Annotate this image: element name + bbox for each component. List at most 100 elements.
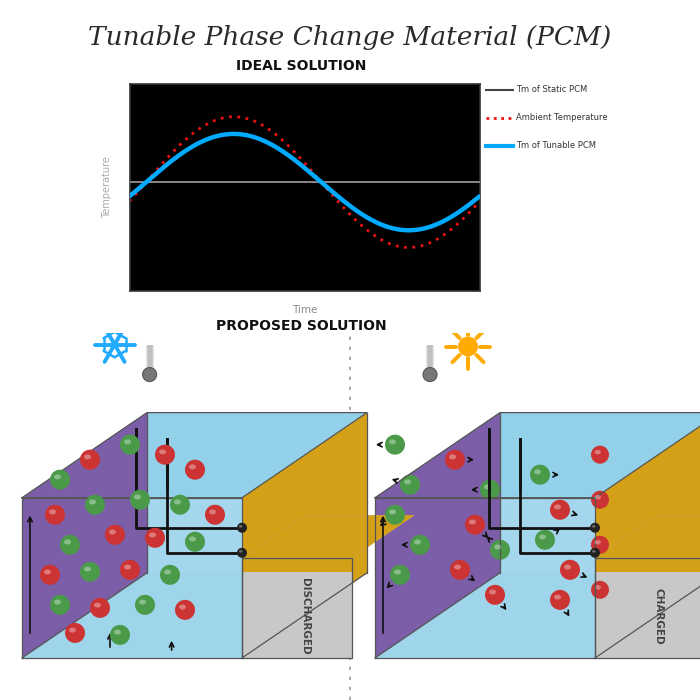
Ellipse shape bbox=[60, 535, 80, 555]
Ellipse shape bbox=[90, 598, 110, 618]
Text: Ambient Temperature: Ambient Temperature bbox=[516, 113, 608, 122]
Text: Tm of Tunable PCM: Tm of Tunable PCM bbox=[516, 141, 596, 150]
Circle shape bbox=[458, 337, 477, 356]
Ellipse shape bbox=[400, 475, 420, 495]
Ellipse shape bbox=[590, 548, 600, 558]
Ellipse shape bbox=[494, 545, 501, 550]
Polygon shape bbox=[147, 412, 367, 573]
Ellipse shape bbox=[89, 499, 96, 505]
Ellipse shape bbox=[554, 505, 561, 510]
Ellipse shape bbox=[209, 510, 216, 514]
Ellipse shape bbox=[45, 505, 65, 525]
Ellipse shape bbox=[449, 454, 456, 459]
Ellipse shape bbox=[159, 449, 166, 454]
Ellipse shape bbox=[149, 533, 156, 538]
Ellipse shape bbox=[535, 530, 555, 550]
Ellipse shape bbox=[465, 514, 485, 535]
Ellipse shape bbox=[124, 564, 131, 570]
Ellipse shape bbox=[591, 491, 609, 509]
Ellipse shape bbox=[174, 499, 181, 505]
Ellipse shape bbox=[40, 565, 60, 584]
Ellipse shape bbox=[130, 490, 150, 510]
Ellipse shape bbox=[189, 536, 196, 542]
Ellipse shape bbox=[49, 510, 56, 514]
Ellipse shape bbox=[205, 505, 225, 525]
Ellipse shape bbox=[110, 625, 130, 645]
Ellipse shape bbox=[385, 435, 405, 455]
Polygon shape bbox=[595, 515, 700, 558]
Polygon shape bbox=[595, 558, 700, 658]
Ellipse shape bbox=[135, 595, 155, 615]
Ellipse shape bbox=[44, 570, 51, 575]
Ellipse shape bbox=[109, 529, 116, 535]
Ellipse shape bbox=[160, 565, 180, 584]
Ellipse shape bbox=[54, 475, 61, 480]
Ellipse shape bbox=[484, 484, 491, 489]
Polygon shape bbox=[500, 412, 700, 573]
Ellipse shape bbox=[554, 594, 561, 600]
Ellipse shape bbox=[84, 454, 91, 459]
Polygon shape bbox=[22, 412, 367, 498]
Circle shape bbox=[143, 368, 157, 382]
Ellipse shape bbox=[105, 525, 125, 545]
Ellipse shape bbox=[80, 562, 100, 582]
Ellipse shape bbox=[592, 550, 596, 552]
Ellipse shape bbox=[489, 589, 496, 594]
Text: PROPOSED SOLUTION: PROPOSED SOLUTION bbox=[216, 318, 386, 332]
Ellipse shape bbox=[50, 595, 70, 615]
Ellipse shape bbox=[50, 470, 70, 490]
Ellipse shape bbox=[480, 480, 500, 500]
Ellipse shape bbox=[591, 581, 609, 599]
Ellipse shape bbox=[145, 528, 165, 548]
Text: CHARGED: CHARGED bbox=[653, 587, 663, 644]
Ellipse shape bbox=[237, 523, 247, 533]
Text: DISCHARGED: DISCHARGED bbox=[300, 578, 310, 655]
Ellipse shape bbox=[594, 540, 601, 545]
Text: Tunable Phase Change Material (PCM): Tunable Phase Change Material (PCM) bbox=[88, 25, 612, 50]
Ellipse shape bbox=[85, 495, 105, 514]
Ellipse shape bbox=[164, 570, 171, 575]
Polygon shape bbox=[22, 498, 242, 658]
Ellipse shape bbox=[94, 603, 101, 608]
Ellipse shape bbox=[84, 566, 91, 571]
Ellipse shape bbox=[139, 600, 146, 605]
Ellipse shape bbox=[179, 605, 186, 610]
Ellipse shape bbox=[80, 449, 100, 470]
Ellipse shape bbox=[239, 525, 242, 528]
Ellipse shape bbox=[550, 590, 570, 610]
Polygon shape bbox=[375, 498, 595, 658]
Ellipse shape bbox=[590, 523, 600, 533]
Polygon shape bbox=[375, 412, 500, 658]
Text: Tm of Static PCM: Tm of Static PCM bbox=[516, 85, 587, 94]
Polygon shape bbox=[22, 573, 367, 658]
Polygon shape bbox=[595, 558, 700, 572]
Polygon shape bbox=[242, 558, 352, 572]
Ellipse shape bbox=[185, 532, 205, 552]
Polygon shape bbox=[242, 558, 352, 658]
Ellipse shape bbox=[65, 623, 85, 643]
Ellipse shape bbox=[410, 535, 430, 555]
Ellipse shape bbox=[490, 540, 510, 560]
Polygon shape bbox=[242, 515, 414, 558]
Ellipse shape bbox=[389, 440, 396, 444]
Ellipse shape bbox=[385, 505, 405, 525]
Circle shape bbox=[423, 368, 437, 382]
Polygon shape bbox=[595, 515, 700, 558]
Ellipse shape bbox=[469, 519, 476, 524]
Ellipse shape bbox=[485, 584, 505, 605]
Ellipse shape bbox=[175, 600, 195, 620]
Ellipse shape bbox=[594, 585, 601, 589]
Ellipse shape bbox=[120, 560, 140, 580]
Ellipse shape bbox=[134, 494, 141, 499]
Ellipse shape bbox=[539, 535, 546, 540]
Text: IDEAL SOLUTION: IDEAL SOLUTION bbox=[236, 60, 366, 74]
Ellipse shape bbox=[445, 449, 465, 470]
Ellipse shape bbox=[114, 629, 121, 635]
Ellipse shape bbox=[414, 540, 421, 545]
Ellipse shape bbox=[394, 570, 401, 575]
Ellipse shape bbox=[389, 510, 396, 514]
Polygon shape bbox=[375, 412, 700, 498]
Ellipse shape bbox=[594, 495, 601, 500]
Ellipse shape bbox=[69, 628, 76, 633]
Ellipse shape bbox=[390, 565, 410, 584]
